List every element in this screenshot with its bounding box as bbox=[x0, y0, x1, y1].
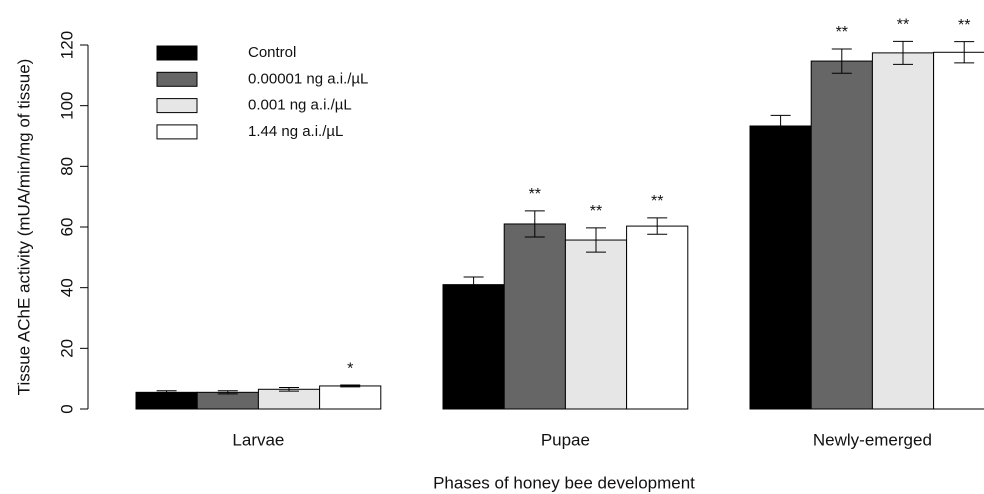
legend-label: 0.00001 ng a.i./µL bbox=[248, 70, 368, 87]
significance-label: ** bbox=[529, 186, 541, 203]
bar bbox=[442, 284, 505, 410]
y-tick-label: 100 bbox=[57, 91, 76, 119]
bar bbox=[503, 223, 566, 410]
y-tick-label: 0 bbox=[57, 404, 76, 413]
legend-swatch bbox=[156, 124, 198, 140]
bar bbox=[564, 239, 628, 410]
legend-label: Control bbox=[248, 44, 296, 61]
legend-label: 1.44 ng a.i./µL bbox=[248, 123, 343, 140]
significance-label: ** bbox=[651, 193, 663, 210]
legend-swatch bbox=[156, 45, 198, 61]
x-tick-label: Pupae bbox=[541, 430, 590, 449]
bar bbox=[196, 391, 259, 410]
legend-swatch bbox=[156, 71, 198, 87]
bar bbox=[257, 388, 321, 410]
bar bbox=[810, 60, 873, 410]
bar bbox=[871, 52, 935, 410]
legend-label: 0.001 ng a.i./µL bbox=[248, 97, 352, 114]
bar bbox=[319, 385, 382, 410]
bar bbox=[933, 51, 984, 410]
significance-label: ** bbox=[897, 17, 909, 34]
x-tick-label: Newly-emerged bbox=[813, 430, 932, 449]
y-tick-label: 60 bbox=[57, 218, 76, 237]
bar bbox=[626, 225, 689, 410]
x-tick-label: Larvae bbox=[232, 430, 284, 449]
y-tick-label: 40 bbox=[57, 278, 76, 297]
x-axis-title: Phases of honey bee development bbox=[433, 473, 695, 492]
bar bbox=[135, 391, 198, 410]
significance-label: ** bbox=[590, 203, 602, 220]
y-tick-label: 80 bbox=[57, 157, 76, 176]
significance-label: ** bbox=[836, 24, 848, 41]
legend-swatch bbox=[156, 98, 198, 114]
significance-label: * bbox=[347, 360, 353, 377]
y-tick-label: 120 bbox=[57, 31, 76, 59]
y-axis-title: Tissue AChE activity (mUA/min/mg of tiss… bbox=[14, 59, 33, 396]
y-tick-label: 20 bbox=[57, 339, 76, 358]
bar bbox=[749, 125, 812, 410]
significance-label: ** bbox=[958, 17, 970, 34]
